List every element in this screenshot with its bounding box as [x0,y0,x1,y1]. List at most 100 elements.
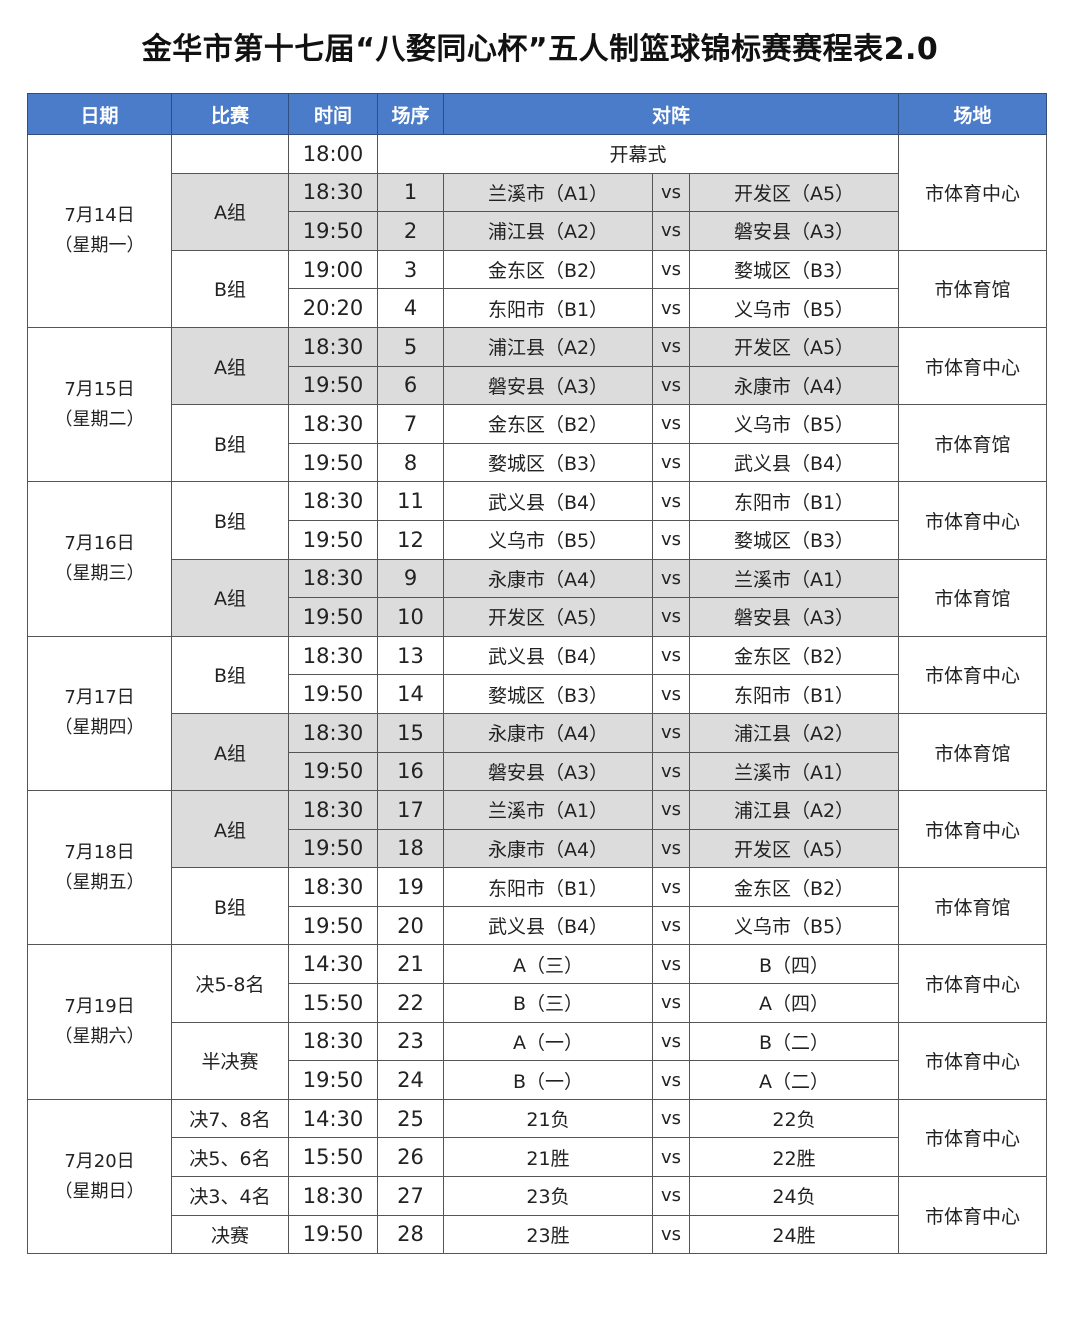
home-team-cell: 21负 [443,1098,653,1139]
venue-cell: 市体育中心 [898,944,1047,1023]
match-no-cell: 18 [377,828,444,869]
weekday-text: （星期一） [54,234,145,256]
header-date: 日期 [27,93,172,135]
match-no-cell: 21 [377,944,444,985]
table-row: 19:50 16 磐安县（A3） vs 兰溪市（A1） [28,751,1047,792]
venue-cell: 市体育中心 [898,481,1047,560]
vs-cell: vs [652,1021,690,1062]
table-row: 决赛 19:50 28 23胜 vs 24胜 [28,1214,1047,1255]
match-no-cell: 17 [377,790,444,830]
vs-cell: vs [652,519,690,560]
match-no-cell: 5 [377,326,444,367]
group-cell: 决5、6名 [171,1137,289,1178]
vs-cell: vs [652,172,690,213]
home-team-cell: 21胜 [443,1137,653,1178]
match-no-cell: 7 [377,404,444,444]
away-team-cell: 兰溪市（A1） [689,751,899,792]
home-team-cell: 金东区（B2） [443,249,653,290]
match-no-cell: 19 [377,867,444,907]
venue-cell: 市体育馆 [898,404,1047,483]
group-cell: A组 [171,712,289,792]
home-team-cell: 23负 [443,1176,653,1216]
table-row: 7月19日 （星期六） 决5-8名 14:30 21 A（三） vs B（四） 市体育中心 [27,944,1047,1100]
ceremony-cell: 开幕式 [377,134,899,174]
match-no-cell: 6 [377,365,444,406]
away-team-cell: A（二） [689,1060,899,1100]
away-team-cell: 义乌市（B5） [689,288,899,328]
group-cell: B组 [171,481,289,560]
vs-cell: vs [652,1098,690,1139]
venue-cell: 市体育馆 [898,867,1047,946]
group-cell: B组 [171,867,289,946]
time-cell: 19:50 [288,1060,378,1100]
away-team-cell: 婺城区（B3） [689,249,899,290]
vs-cell: vs [652,1214,690,1255]
date-text: 7月18日 [64,841,135,863]
home-team-cell: 东阳市（B1） [443,867,653,907]
venue-cell: 市体育馆 [898,712,1047,792]
time-cell: 19:50 [288,211,378,251]
home-team-cell: B（三） [443,983,653,1023]
match-no-cell: 20 [377,905,444,946]
group-cell: A组 [171,172,289,251]
table-row: B组 18:30 7 金东区（B2） vs 义乌市（B5） 市体育馆 [28,404,1047,483]
vs-cell: vs [652,211,690,251]
home-team-cell: 义乌市（B5） [443,519,653,560]
table-row: 7月15日 （星期二） A组 18:30 5 浦江县（A2） vs 开发区（A5） 市体育中心 [27,326,1047,483]
table-row: 19:50 20 武义县（B4） vs 义乌市（B5） [28,905,1047,946]
match-no-cell: 3 [377,249,444,290]
match-no-cell: 15 [377,712,444,753]
match-no-cell: 27 [377,1176,444,1216]
time-cell: 19:50 [288,442,378,483]
vs-cell: vs [652,558,690,599]
vs-cell: vs [652,249,690,290]
away-team-cell: 浦江县（A2） [689,712,899,753]
time-cell: 19:50 [288,519,378,560]
away-team-cell: 义乌市（B5） [689,905,899,946]
match-no-cell: 25 [377,1098,444,1139]
match-no-cell: 26 [377,1137,444,1178]
vs-cell: vs [652,288,690,328]
vs-cell: vs [652,404,690,444]
home-team-cell: 东阳市（B1） [443,288,653,328]
away-team-cell: 东阳市（B1） [689,674,899,714]
vs-cell: vs [652,790,690,830]
venue-cell: 市体育中心 [898,635,1047,714]
vs-cell: vs [652,674,690,714]
table-row: A组 18:30 1 兰溪市（A1） vs 开发区（A5） [28,172,1047,251]
venue-cell: 市体育中心 [898,326,1047,406]
vs-cell: vs [652,597,690,637]
vs-cell: vs [652,326,690,367]
away-team-cell: 22负 [689,1098,899,1139]
weekday-text: （星期三） [54,563,145,585]
weekday-text: （星期二） [54,408,145,430]
home-team-cell: B（一） [443,1060,653,1100]
table-row: 19:50 14 婺城区（B3） vs 东阳市（B1） [28,674,1047,714]
date-text: 7月14日 [64,204,135,226]
table-row: 20:20 4 东阳市（B1） vs 义乌市（B5） [28,288,1047,328]
group-cell: B组 [171,404,289,483]
date-cell: 7月20日 （星期日） [27,1098,172,1255]
vs-cell: vs [652,751,690,792]
group-cell: 决5-8名 [171,944,289,1023]
table-row: 7月16日 （星期三） B组 18:30 11 武义县（B4） vs 东阳市（B1） 市体育中心 [27,481,1047,637]
home-team-cell: 武义县（B4） [443,905,653,946]
away-team-cell: 永康市（A4） [689,365,899,406]
table-row: 19:50 8 婺城区（B3） vs 武义县（B4） [28,442,1047,483]
time-cell: 19:50 [288,674,378,714]
date-cell: 7月19日 （星期六） [27,944,172,1100]
away-team-cell: 兰溪市（A1） [689,558,899,599]
time-cell: 18:30 [288,712,378,753]
group-cell: B组 [171,249,289,328]
time-cell: 19:50 [288,751,378,792]
away-team-cell: 24胜 [689,1214,899,1255]
home-team-cell: 婺城区（B3） [443,442,653,483]
vs-cell: vs [652,481,690,521]
table-row: 19:50 18 永康市（A4） vs 开发区（A5） [28,828,1047,869]
vs-cell: vs [652,983,690,1023]
away-team-cell: 浦江县（A2） [689,790,899,830]
venue-cell: 市体育中心 [898,790,1047,869]
header-matchup: 对阵 [443,93,899,135]
vs-cell: vs [652,365,690,406]
weekday-text: （星期四） [54,717,145,739]
